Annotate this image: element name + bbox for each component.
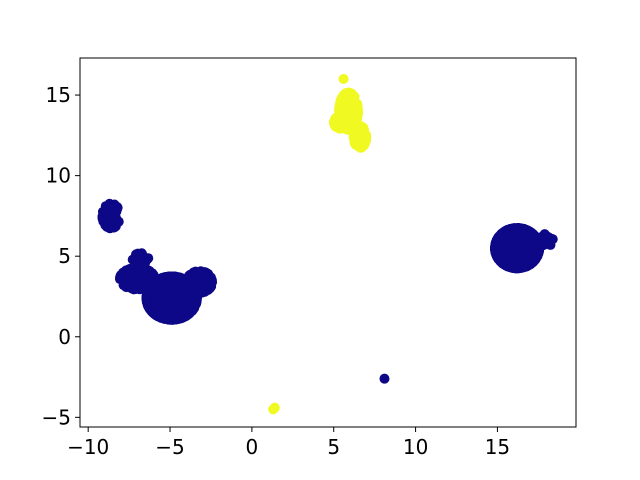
scatter-point [184, 277, 195, 288]
scatter-point [535, 233, 546, 244]
x-axis-ticks: −10 −5 0 5 10 15 [67, 427, 510, 459]
scatter-point [184, 300, 195, 311]
x-tick-label: 10 [403, 435, 428, 459]
scatter-point [104, 202, 115, 213]
y-tick-label: 0 [58, 325, 71, 349]
scatter-point [501, 252, 512, 263]
scatter-point [198, 273, 209, 284]
y-tick-label: 15 [46, 83, 71, 107]
scatter-point [206, 277, 217, 288]
x-tick-label: −10 [67, 435, 109, 459]
y-tick-label: −5 [42, 405, 71, 429]
scatter-point [172, 308, 183, 319]
scatter-point [174, 272, 185, 283]
x-tick-label: 0 [246, 435, 259, 459]
y-tick-label: 10 [46, 164, 71, 188]
scatter-point [523, 251, 534, 262]
y-axis-ticks: −5 0 5 10 15 [42, 83, 80, 429]
scatter-points [97, 73, 558, 415]
scatter-point [344, 87, 355, 98]
scatter-point [150, 301, 161, 312]
scatter-point [138, 278, 149, 289]
scatter-point [511, 241, 522, 252]
scatter-point [156, 294, 167, 305]
y-tick-label: 5 [58, 244, 71, 268]
scatter-point [340, 95, 351, 106]
scatter-point [195, 287, 206, 298]
scatter-point [335, 116, 346, 127]
scatter-point [108, 222, 119, 233]
scatter-point [523, 260, 534, 271]
scatter-point [519, 236, 530, 247]
x-tick-label: −5 [155, 435, 184, 459]
scatter-point [497, 229, 508, 240]
scatter-point [181, 310, 192, 321]
scatter-point [348, 102, 359, 113]
scatter-point [358, 133, 369, 144]
axes-frame [79, 57, 577, 428]
scatter-point [173, 283, 184, 294]
x-tick-label: 5 [327, 435, 340, 459]
x-tick-label: 15 [485, 435, 510, 459]
scatter-point [135, 258, 146, 269]
scatter-point [379, 373, 390, 384]
scatter-point [269, 402, 280, 413]
scatter-point [338, 73, 349, 84]
scatter-point [490, 247, 501, 258]
scatter-point [161, 283, 172, 294]
scatter-point [115, 273, 126, 284]
scatter-point [167, 297, 178, 308]
scatter-point [496, 239, 507, 250]
scatter-point [354, 121, 365, 132]
scatter-point [126, 283, 137, 294]
scatter-point [101, 215, 112, 226]
scatter-point [546, 233, 557, 244]
